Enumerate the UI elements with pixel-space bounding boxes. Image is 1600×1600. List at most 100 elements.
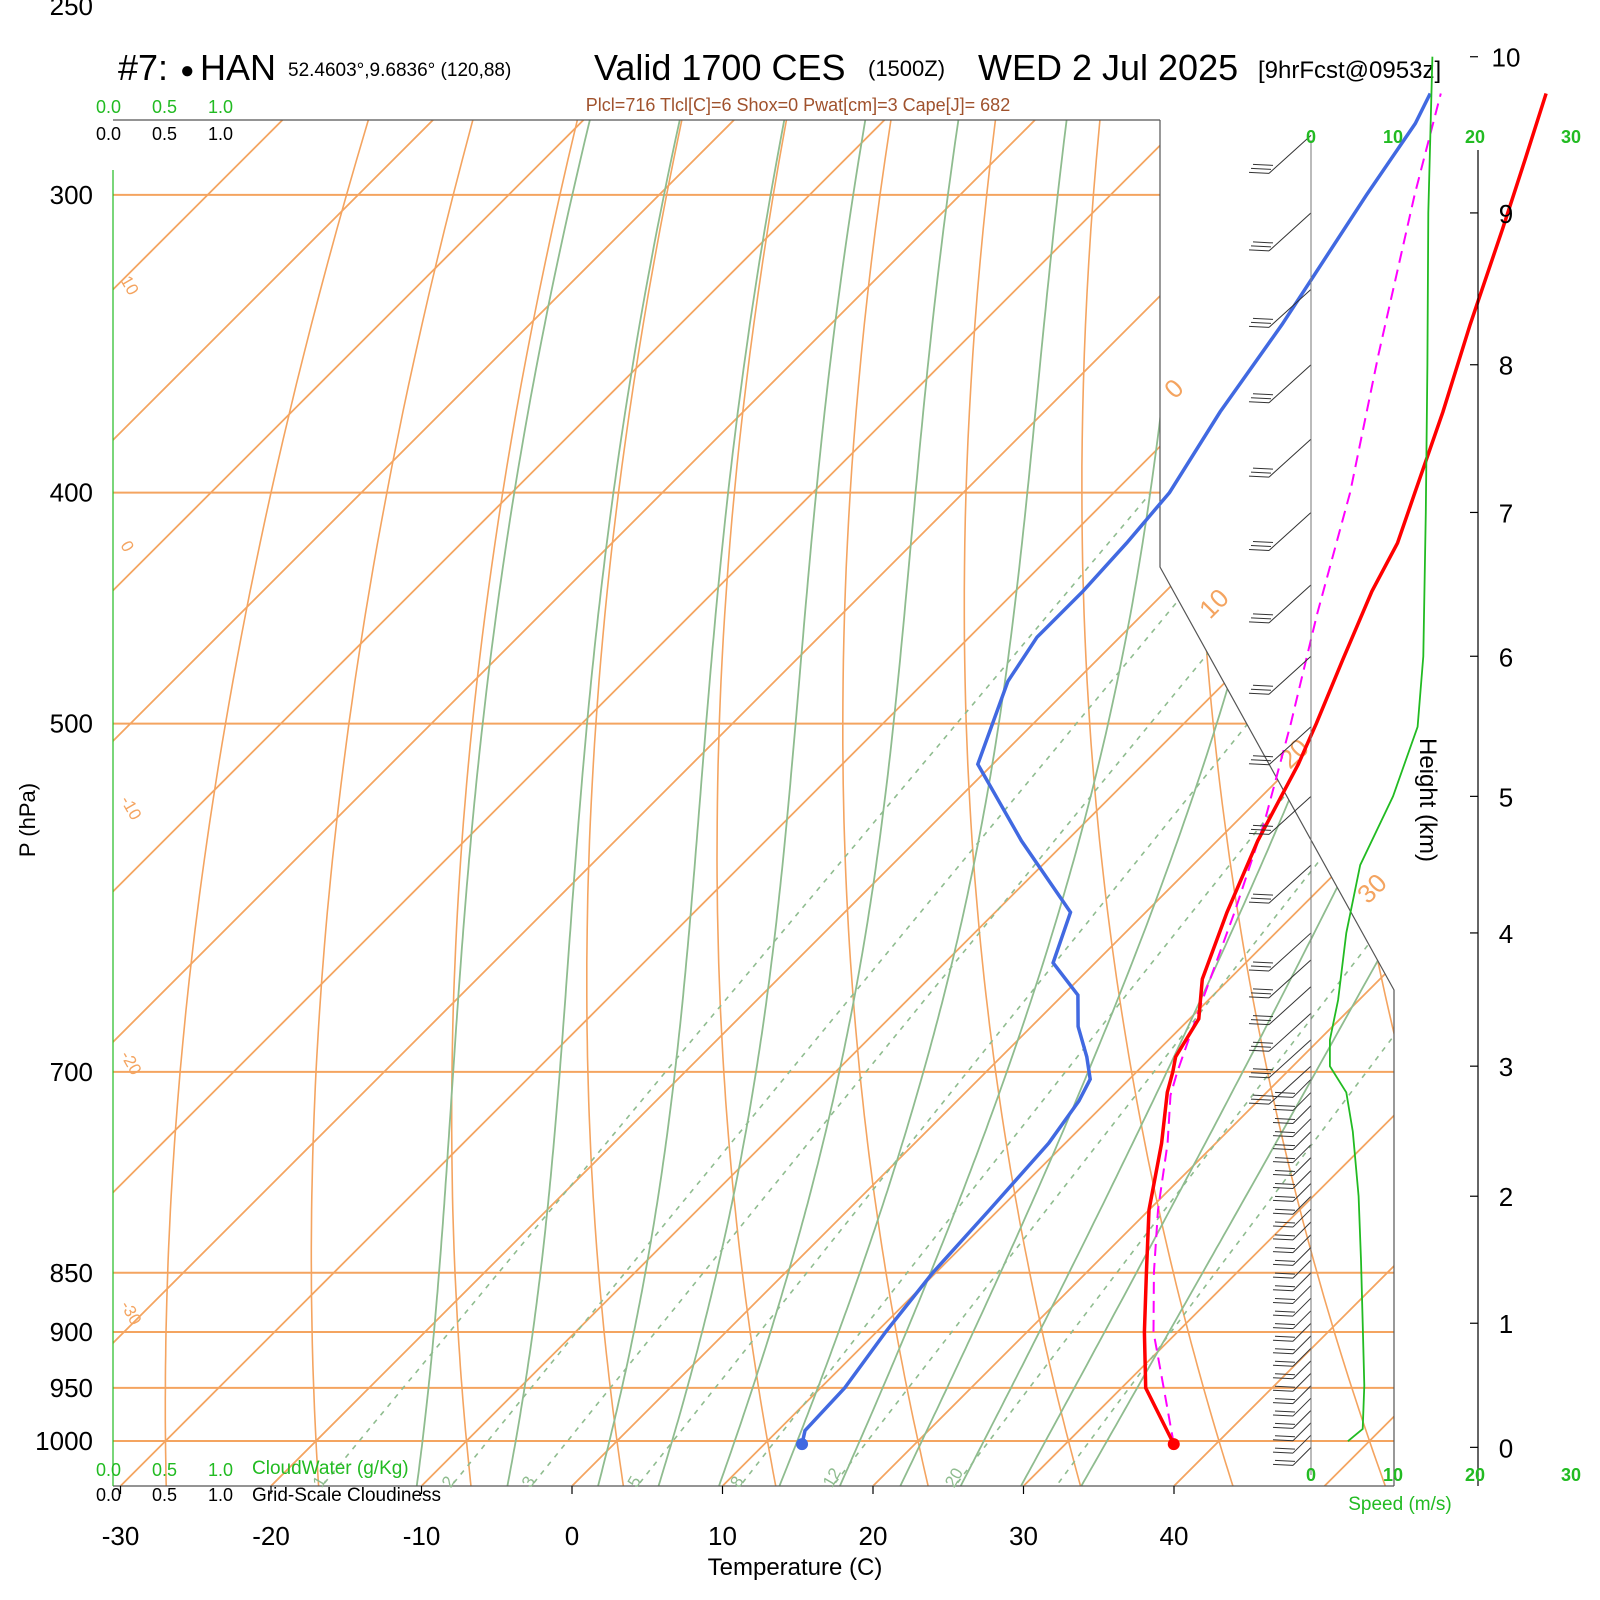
moist-adiabat: [716, 120, 978, 1486]
wind-barb-staff: [1292, 1131, 1312, 1150]
wind-barb: [1272, 1118, 1312, 1138]
mixing-ratio-line: [316, 492, 1152, 1486]
mixing-ratio-label: 12: [819, 1465, 845, 1491]
wind-barb-flag: [1248, 1023, 1270, 1026]
wind-barb-flag: [1274, 1272, 1296, 1275]
wind-barb-flag: [1252, 1068, 1274, 1071]
cloudiness-scale-top-2: 1.0: [208, 124, 233, 144]
isotherm: [113, 120, 1337, 1486]
wind-barb: [1248, 364, 1312, 404]
isotherm-side-label: -30: [117, 1298, 146, 1329]
wind-barb-flag: [1250, 544, 1272, 547]
wind-barb-flag: [1274, 1131, 1296, 1134]
pressure-tick-label: 400: [50, 478, 93, 508]
wind-barb-flag: [1248, 1102, 1270, 1105]
wind-barb-flag: [1272, 1327, 1294, 1330]
wind-barb-staff: [1292, 1170, 1312, 1189]
isotherm: [1173, 120, 1394, 1486]
wind-barb: [1248, 726, 1312, 766]
wind-barb: [1272, 1360, 1312, 1380]
wind-barb: [1272, 1078, 1312, 1098]
wind-barb-flag: [1250, 397, 1272, 400]
wind-barb-flag: [1252, 893, 1274, 896]
wind-barb-flag: [1274, 1221, 1296, 1224]
temperature-tick-label: 40: [1160, 1521, 1189, 1551]
surface-dewpoint-dot: [796, 1438, 809, 1451]
wind-barb: [1248, 932, 1312, 972]
wind-barb-flag: [1272, 1402, 1294, 1405]
speed-tick-bottom: 10: [1383, 1465, 1403, 1485]
wind-barb: [1272, 1347, 1312, 1367]
moist-adiabat: [505, 120, 707, 1486]
wind-barb-flag: [1274, 1118, 1296, 1121]
wind-barb-staff: [1292, 1297, 1312, 1317]
wind-barb-flag: [1272, 1451, 1294, 1454]
valid-date: WED 2 Jul 2025: [978, 47, 1238, 88]
cloudiness-scale-top-1: 0.5: [152, 124, 177, 144]
wind-barb-staff: [1268, 986, 1312, 1025]
wind-barb: [1248, 135, 1312, 174]
wind-barb-flag: [1274, 1195, 1296, 1198]
wind-barb-flag: [1272, 1186, 1294, 1189]
isotherm-side-label: -20: [117, 1048, 146, 1079]
wind-barb-staff: [1292, 1397, 1312, 1417]
wind-barb-flag: [1274, 1144, 1296, 1147]
mixing-ratio-line: [827, 492, 1394, 1486]
height-tick-label: 3: [1499, 1052, 1513, 1082]
station-id: #7:: [118, 47, 168, 88]
wind-barb: [1248, 1039, 1312, 1079]
temperature-line: [1142, 92, 1548, 1445]
wind-barb-flag: [1248, 171, 1270, 174]
wind-barb-staff: [1292, 1322, 1312, 1342]
wind-barb-flag: [1274, 1323, 1296, 1326]
speed-tick-bottom: 30: [1561, 1465, 1581, 1485]
height-tick-label: 4: [1499, 919, 1513, 949]
wind-barb-flag: [1272, 1352, 1294, 1355]
moist-adiabat: [957, 120, 1394, 1486]
wind-barb-flag: [1272, 1301, 1294, 1304]
wind-barb-flag: [1252, 961, 1274, 964]
wind-barb: [1272, 1131, 1312, 1151]
wind-barb: [1272, 1195, 1312, 1215]
wind-barb-flag: [1272, 1122, 1294, 1125]
wind-barb-flag: [1252, 241, 1274, 244]
wind-barb-flag: [1272, 1377, 1294, 1380]
wind-barb-staff: [1268, 1039, 1312, 1079]
wind-barb-flag: [1250, 471, 1272, 474]
wind-barb-flag: [1252, 824, 1274, 827]
wind-barb-staff: [1292, 1118, 1312, 1137]
isotherm-diag-label: 10: [1193, 583, 1235, 625]
wind-barb: [1248, 795, 1312, 835]
wind-barb-flag: [1272, 1108, 1294, 1111]
height-tick-label: 9: [1499, 199, 1513, 229]
mixing-ratio-label: 2: [438, 1473, 459, 1491]
isotherm: [420, 120, 1394, 1486]
cloudwater-scale-top-2: 1.0: [208, 97, 233, 117]
station-marker: ●: [180, 57, 195, 84]
wind-barb-flag: [1274, 1459, 1296, 1462]
wind-barb-staff: [1268, 864, 1312, 904]
wind-barb-staff: [1292, 1360, 1312, 1380]
wind-barb-staff: [1292, 1078, 1312, 1098]
speed-axis-title: Speed (m/s): [1348, 1494, 1451, 1515]
wind-barb-flag: [1274, 1091, 1296, 1094]
height-tick-label: 1: [1499, 1309, 1513, 1339]
wind-barb: [1248, 212, 1312, 252]
wind-barb-flag: [1248, 401, 1270, 404]
wind-barb-flag: [1274, 1348, 1296, 1351]
wind-barb: [1248, 438, 1312, 478]
wind-barb-staff: [1292, 1422, 1312, 1442]
isotherm: [113, 120, 284, 1486]
pressure-tick-label: 900: [50, 1317, 93, 1347]
wind-barb-staff: [1292, 1272, 1312, 1292]
cloudiness-scale-bottom-0: 0.0: [96, 1485, 121, 1505]
wind-barb: [1248, 512, 1312, 551]
wind-barb-staff: [1292, 1372, 1312, 1392]
wind-barb-flag: [1250, 759, 1272, 762]
wind-barb-flag: [1274, 1182, 1296, 1185]
wind-barb-flag: [1272, 1238, 1294, 1241]
wind-barb-flag: [1274, 1208, 1296, 1211]
wind-barb-staff: [1292, 1347, 1312, 1367]
wind-barb-flag: [1250, 1072, 1272, 1075]
wind-barb-flag: [1272, 1095, 1294, 1098]
